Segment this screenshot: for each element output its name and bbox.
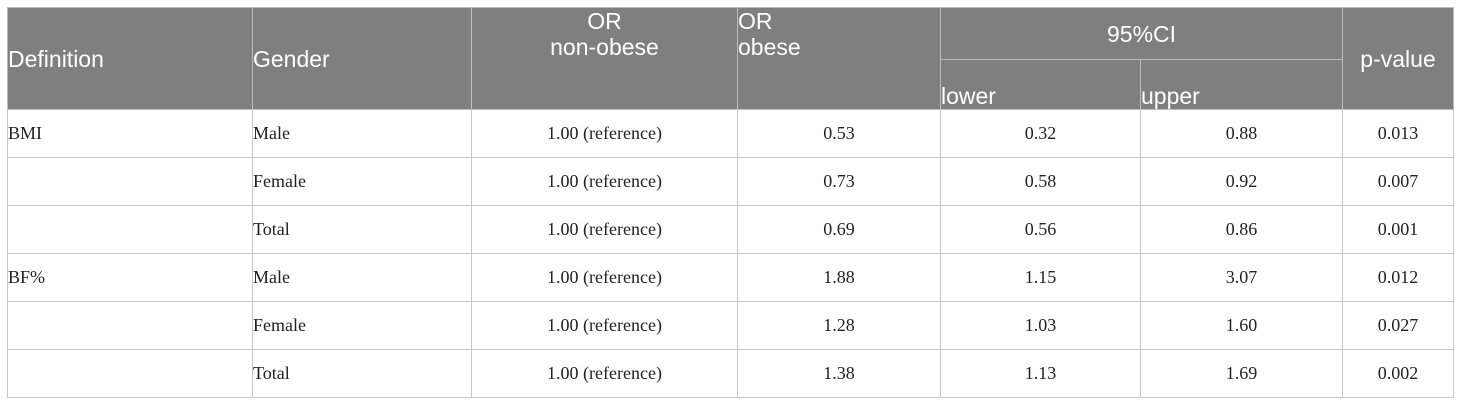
cell-or-obese: 0.73 <box>737 157 941 206</box>
cell-or-obese: 1.38 <box>737 349 941 398</box>
cell-pvalue: 0.007 <box>1342 157 1455 206</box>
table-row: Female 1.00 (reference) 0.73 0.58 0.92 0… <box>7 157 1455 206</box>
results-table: Definition Gender OR non-obese OR obese … <box>7 7 1455 398</box>
cell-ci-upper: 1.60 <box>1139 301 1344 350</box>
table-row: Female 1.00 (reference) 1.28 1.03 1.60 0… <box>7 301 1455 350</box>
cell-or-obese: 0.53 <box>737 109 941 158</box>
cell-definition <box>7 349 253 398</box>
table-row: Total 1.00 (reference) 1.38 1.13 1.69 0.… <box>7 349 1455 398</box>
cell-pvalue: 0.013 <box>1342 109 1455 158</box>
header-or-obese-line1: OR <box>738 8 773 34</box>
table-row: BF% Male 1.00 (reference) 1.88 1.15 3.07… <box>7 253 1455 302</box>
cell-ci-lower: 1.15 <box>940 253 1141 302</box>
cell-ci-upper: 1.69 <box>1139 349 1344 398</box>
header-or-nonobese-line2: non-obese <box>550 34 659 60</box>
header-95ci: 95%CI <box>939 7 1344 60</box>
cell-or-nonobese: 1.00 (reference) <box>471 349 738 398</box>
header-gender: Gender <box>252 7 472 110</box>
cell-or-nonobese: 1.00 (reference) <box>471 205 738 254</box>
cell-gender: Total <box>252 205 472 254</box>
cell-definition <box>7 205 253 254</box>
cell-pvalue: 0.027 <box>1342 301 1455 350</box>
cell-or-obese: 1.88 <box>737 253 941 302</box>
cell-ci-upper: 0.92 <box>1139 157 1344 206</box>
cell-pvalue: 0.012 <box>1342 253 1455 302</box>
cell-or-nonobese: 1.00 (reference) <box>471 301 738 350</box>
cell-or-nonobese: 1.00 (reference) <box>471 109 738 158</box>
table-header: Definition Gender OR non-obese OR obese … <box>7 7 1455 110</box>
cell-gender: Female <box>252 301 472 350</box>
cell-definition <box>7 157 253 206</box>
header-ci-lower: lower <box>940 59 1141 110</box>
cell-pvalue: 0.001 <box>1342 205 1455 254</box>
cell-definition <box>7 301 253 350</box>
table-body: BMI Male 1.00 (reference) 0.53 0.32 0.88… <box>7 109 1455 398</box>
cell-ci-lower: 0.32 <box>940 109 1141 158</box>
header-ci-upper: upper <box>1139 59 1344 110</box>
cell-ci-lower: 0.56 <box>940 205 1141 254</box>
cell-ci-upper: 0.86 <box>1139 205 1344 254</box>
table-row: BMI Male 1.00 (reference) 0.53 0.32 0.88… <box>7 109 1455 158</box>
cell-or-nonobese: 1.00 (reference) <box>471 253 738 302</box>
cell-ci-upper: 0.88 <box>1139 109 1344 158</box>
cell-gender: Total <box>252 349 472 398</box>
cell-gender: Female <box>252 157 472 206</box>
cell-definition: BMI <box>7 109 253 158</box>
header-or-nonobese-line1: OR <box>587 8 622 34</box>
cell-ci-lower: 1.13 <box>940 349 1141 398</box>
cell-ci-lower: 1.03 <box>940 301 1141 350</box>
cell-or-obese: 0.69 <box>737 205 941 254</box>
cell-gender: Male <box>252 253 472 302</box>
header-or-obese: OR obese <box>737 7 941 110</box>
header-pvalue: p-value <box>1342 7 1455 110</box>
cell-ci-upper: 3.07 <box>1139 253 1344 302</box>
header-or-nonobese: OR non-obese <box>471 7 738 110</box>
cell-ci-lower: 0.58 <box>940 157 1141 206</box>
cell-gender: Male <box>252 109 472 158</box>
header-definition: Definition <box>7 7 253 110</box>
cell-or-obese: 1.28 <box>737 301 941 350</box>
table-row: Total 1.00 (reference) 0.69 0.56 0.86 0.… <box>7 205 1455 254</box>
cell-pvalue: 0.002 <box>1342 349 1455 398</box>
cell-definition: BF% <box>7 253 253 302</box>
header-or-obese-line2: obese <box>738 34 801 60</box>
cell-or-nonobese: 1.00 (reference) <box>471 157 738 206</box>
